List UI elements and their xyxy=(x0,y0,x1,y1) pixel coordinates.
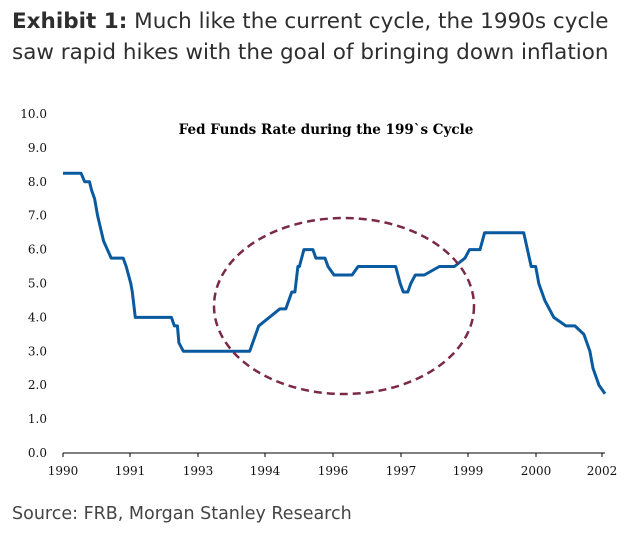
x-tick-label: 1990 xyxy=(48,464,79,478)
x-tick-label: 1997 xyxy=(386,464,417,478)
x-tick-label: 1994 xyxy=(250,464,281,478)
y-tick-label: 3.0 xyxy=(28,344,47,358)
y-tick-label: 6.0 xyxy=(28,243,47,257)
y-tick-label: 7.0 xyxy=(28,209,47,223)
y-tick-label: 8.0 xyxy=(28,175,47,189)
chart-title: Fed Funds Rate during the 199`s Cycle xyxy=(179,122,474,138)
exhibit-title: Exhibit 1: Much like the current cycle, … xyxy=(12,6,628,68)
y-tick-label: 1.0 xyxy=(28,412,47,426)
y-tick-label: 9.0 xyxy=(28,141,47,155)
fed-funds-chart: Fed Funds Rate during the 199`s Cycle 0.… xyxy=(20,107,618,478)
x-axis: 1990 1991 1993 1994 1996 1997 1999 2000 2002 xyxy=(48,452,618,478)
exhibit-text: Much like the current cycle, the 1990s c… xyxy=(12,9,609,65)
x-tick-label: 2000 xyxy=(521,464,552,478)
x-tick-label: 2002 xyxy=(587,464,618,478)
y-tick-label: 2.0 xyxy=(28,378,47,392)
fed-funds-rate-line xyxy=(63,171,607,395)
y-tick-label: 4.0 xyxy=(28,310,47,324)
y-tick-label: 0.0 xyxy=(28,446,47,460)
source-note: Source: FRB, Morgan Stanley Research xyxy=(12,504,352,524)
exhibit-label: Exhibit 1: xyxy=(12,9,128,34)
y-tick-label: 10.0 xyxy=(20,107,47,121)
x-tick-label: 1993 xyxy=(183,464,214,478)
x-tick-label: 1996 xyxy=(318,464,349,478)
x-tick-label: 1999 xyxy=(453,464,484,478)
highlight-ellipse xyxy=(212,216,476,396)
x-tick-label: 1991 xyxy=(115,464,146,478)
y-tick-label: 5.0 xyxy=(28,277,47,291)
y-axis: 0.0 1.0 2.0 3.0 4.0 5.0 6.0 7.0 8.0 9.0 10.0 xyxy=(20,107,47,460)
